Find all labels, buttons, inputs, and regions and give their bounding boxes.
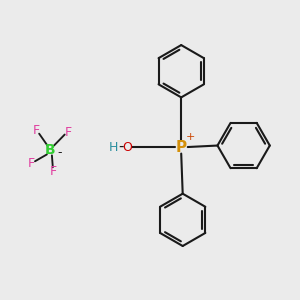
Text: F: F bbox=[50, 165, 57, 178]
Text: F: F bbox=[65, 126, 72, 139]
Text: F: F bbox=[28, 157, 35, 170]
Text: F: F bbox=[33, 124, 40, 137]
Text: -: - bbox=[57, 146, 61, 160]
Text: H: H bbox=[109, 140, 119, 154]
Text: +: + bbox=[186, 132, 195, 142]
Text: P: P bbox=[176, 140, 187, 154]
Text: O: O bbox=[122, 140, 132, 154]
Text: -: - bbox=[118, 138, 124, 153]
Text: B: B bbox=[45, 143, 56, 157]
